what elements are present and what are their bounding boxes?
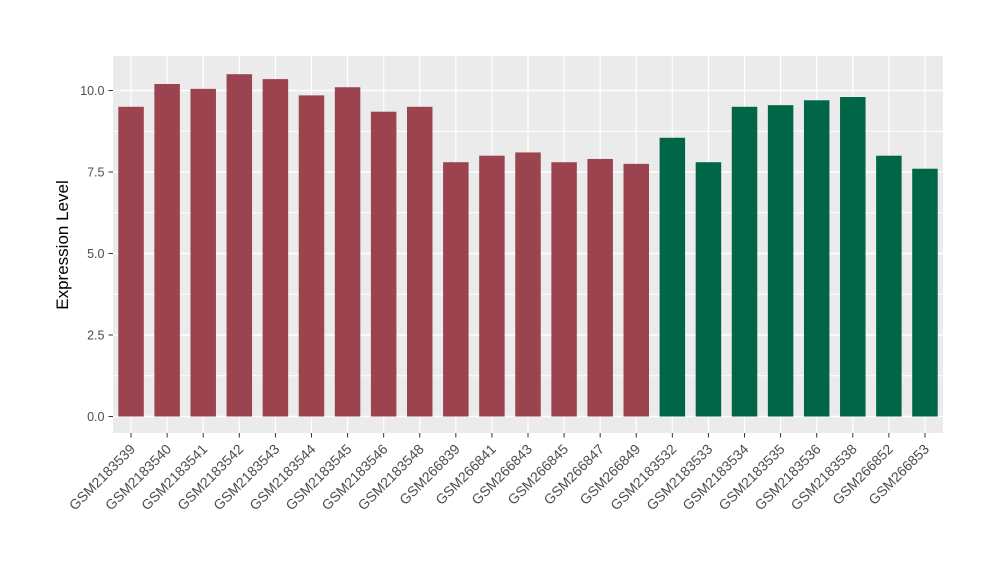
y-tick-label: 10.0	[80, 84, 104, 98]
bar-GSM2183548	[406, 106, 433, 417]
bar-GSM2183546	[370, 111, 397, 417]
y-tick-label: 2.5	[87, 328, 104, 342]
bar-GSM266839	[443, 162, 469, 417]
bar-GSM2183538	[840, 97, 866, 417]
bar-GSM2183536	[803, 100, 830, 417]
bar-GSM2183539	[118, 106, 144, 417]
bar-GSM2183544	[298, 95, 325, 417]
bar-GSM266853	[912, 168, 938, 417]
y-axis-title: Expression Level	[53, 180, 72, 309]
y-tick-label: 7.5	[87, 165, 104, 179]
bar-GSM2183532	[659, 137, 686, 417]
bar-GSM2183540	[154, 83, 180, 417]
chart-layers: 0.02.55.07.510.0GSM2183539GSM2183540GSM2…	[66, 56, 943, 513]
bar-GSM2183545	[334, 87, 361, 417]
bar-GSM266852	[876, 155, 902, 417]
bar-GSM266847	[587, 158, 613, 417]
bar-GSM2183533	[695, 162, 722, 417]
bar-GSM2183542	[226, 74, 253, 417]
bar-GSM266843	[515, 152, 541, 417]
y-tick-label: 5.0	[87, 247, 104, 261]
bar-GSM2183541	[190, 88, 216, 417]
bar-GSM266849	[623, 163, 650, 417]
bar-GSM2183543	[262, 79, 289, 417]
bar-GSM266841	[479, 155, 505, 417]
bar-GSM266845	[551, 162, 577, 417]
y-tick-label: 0.0	[87, 410, 104, 424]
bar-GSM2183535	[767, 105, 794, 417]
bar-GSM2183534	[731, 106, 758, 417]
